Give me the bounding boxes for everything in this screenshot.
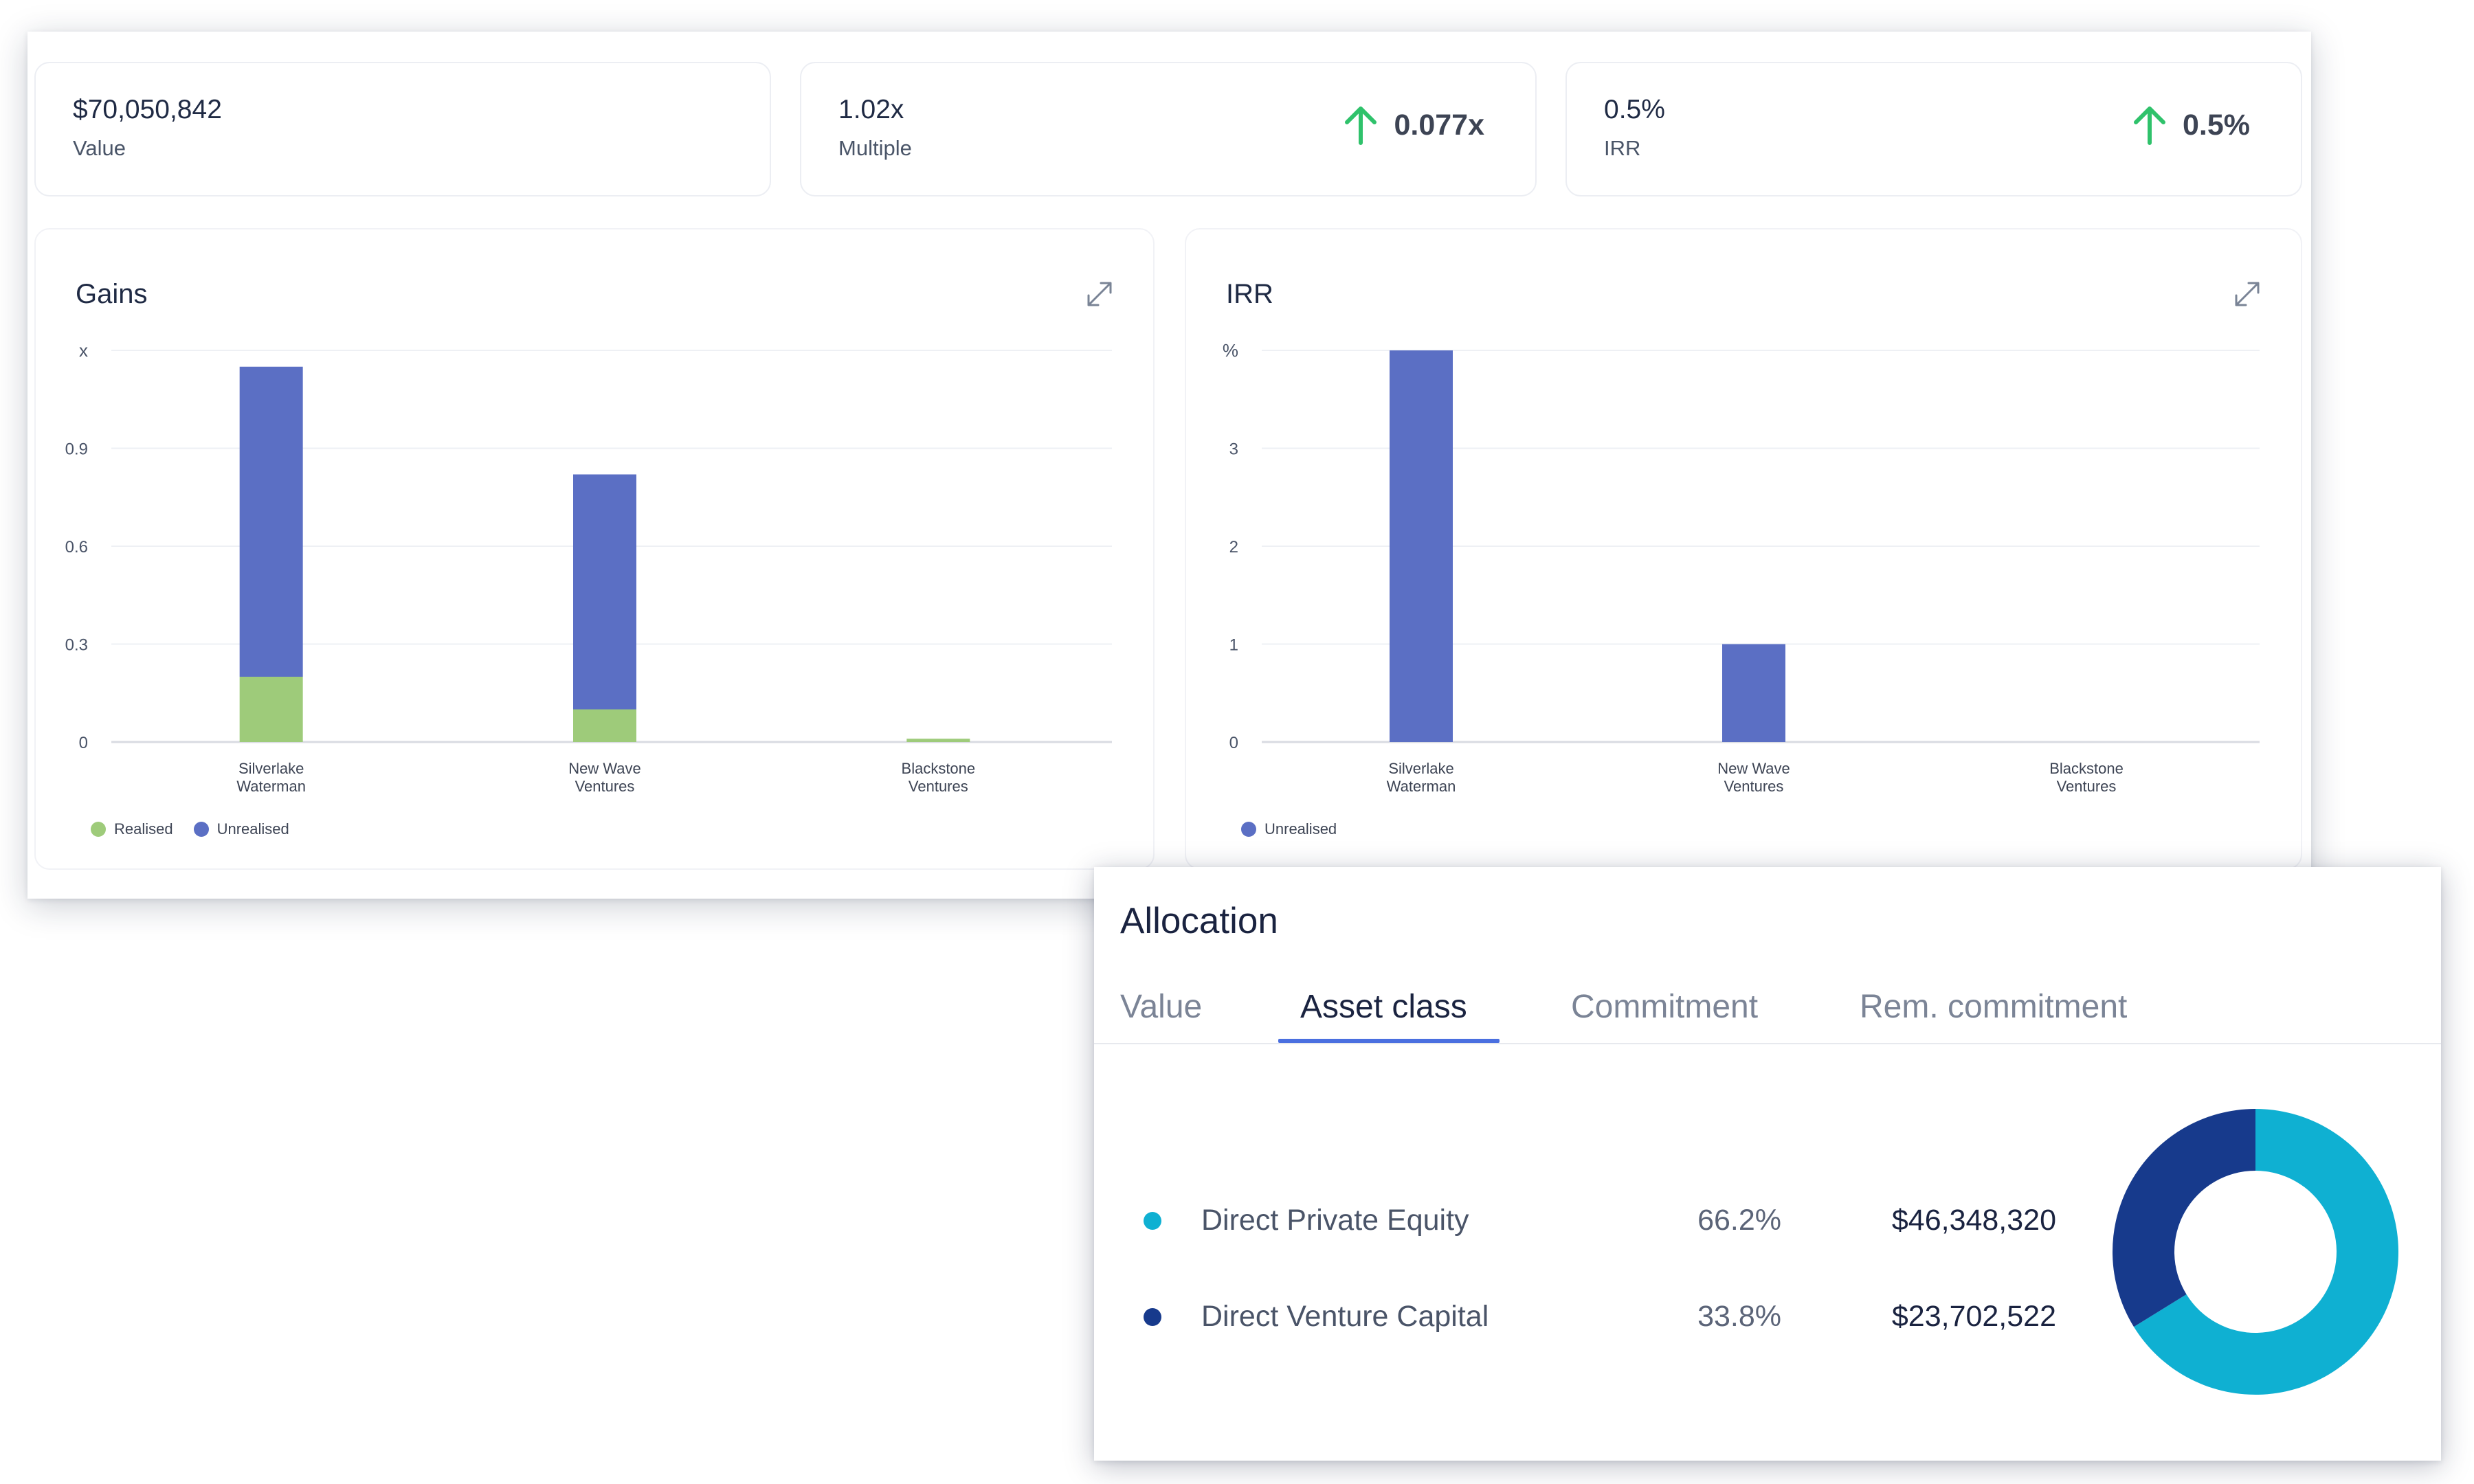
y-tick-label: 0.6 <box>65 538 88 556</box>
legend-item-unrealised[interactable]: Unrealised <box>193 820 289 838</box>
y-tick-label: 3 <box>1229 440 1238 459</box>
legend-item-realised[interactable]: Realised <box>91 820 173 838</box>
irr-chart: 0 1 2 3% Silverlake Waterman New Wave Ventures B… <box>1223 340 2260 795</box>
arrow-up-icon <box>1345 106 1377 145</box>
irr-legend: Unrealised <box>1241 820 1337 838</box>
legend-dot-unrealised <box>1241 822 1256 837</box>
kpi-label: Value <box>73 136 126 160</box>
kpi-value: 0.5% <box>1604 95 1665 124</box>
donut-slice-direct-private-equity <box>2133 1109 2398 1395</box>
legend-dot-direct-private-equity <box>1144 1212 1161 1230</box>
allocation-card: Allocation Value Asset class Commitment … <box>1094 867 2441 1461</box>
allocation-row-percent: 33.8% <box>1697 1300 1781 1333</box>
allocation-row-name: Direct Venture Capital <box>1201 1300 1489 1333</box>
allocation-row-amount: $46,348,320 <box>1891 1204 2056 1237</box>
y-tick-label: 0.9 <box>65 440 88 459</box>
legend-dot-realised <box>91 822 106 837</box>
gains-chart-title: Gains <box>76 279 148 309</box>
gains-chart: 0 0.3 0.6 0.9 x Silverlake Waterman New Wave Ven… <box>65 340 1112 795</box>
donut-slice-direct-venture-capital <box>2113 1109 2255 1327</box>
kpi-delta: 0.077x <box>1343 104 1484 146</box>
x-tick-label: Blackstone Ventures <box>902 760 976 795</box>
kpi-card-irr: 0.5% IRR 0.5% <box>1565 62 2302 196</box>
y-tick-label: 0 <box>1229 734 1238 752</box>
irr-chart-title: IRR <box>1226 279 1273 309</box>
y-tick-label: 0.3 <box>65 636 88 655</box>
bar-realised-silverlake-waterman <box>239 677 303 742</box>
kpi-value: $70,050,842 <box>73 95 222 124</box>
allocation-row-name: Direct Private Equity <box>1201 1204 1469 1237</box>
x-tick-label: Silverlake Waterman <box>236 760 306 795</box>
kpi-card-value: $70,050,842 Value <box>34 62 771 196</box>
arrow-up-icon <box>2133 106 2165 145</box>
kpi-label: Multiple <box>838 136 912 160</box>
tab-asset-class[interactable]: Asset class <box>1300 989 1467 1025</box>
allocation-row-direct-venture-capital: Direct Venture Capital 33.8% $23,702,522 <box>1094 1293 2056 1341</box>
irr-chart-card: 0 1 2 3% Silverlake Waterman New Wave Ventures B… <box>1185 228 2302 870</box>
kpi-delta: 0.5% <box>2132 104 2250 146</box>
tab-commitment[interactable]: Commitment <box>1571 989 1759 1025</box>
bar-unrealised-silverlake-waterman <box>239 366 303 677</box>
allocation-row-percent: 66.2% <box>1697 1204 1781 1237</box>
allocation-row-direct-private-equity: Direct Private Equity 66.2% $46,348,320 <box>1094 1197 2056 1245</box>
active-tab-indicator <box>1278 1039 1500 1043</box>
legend-dot-unrealised <box>193 822 209 837</box>
y-tick-label: 2 <box>1229 538 1238 556</box>
x-tick-label: Silverlake Waterman <box>1387 760 1456 795</box>
bar-realised-blackstone-ventures <box>906 739 970 742</box>
x-tick-label: New Wave Ventures <box>568 760 641 795</box>
y-tick-label: 0 <box>79 734 88 752</box>
gains-legend: Realised Unrealised <box>91 820 289 838</box>
kpi-delta-value: 0.077x <box>1394 108 1484 142</box>
bar-unrealised-new-wave-ventures <box>1722 644 1785 742</box>
legend-label: Unrealised <box>216 820 289 837</box>
x-tick-label: New Wave Ventures <box>1717 760 1790 795</box>
tab-rem-commitment[interactable]: Rem. commitment <box>1860 989 2128 1025</box>
kpi-value: 1.02x <box>838 95 904 124</box>
legend-dot-direct-venture-capital <box>1144 1308 1161 1326</box>
x-tick-label: Blackstone Ventures <box>2049 760 2124 795</box>
allocation-donut-chart <box>2113 1109 2398 1395</box>
y-tick-label: 1 <box>1229 636 1238 655</box>
kpi-delta-value: 0.5% <box>2182 108 2250 142</box>
legend-item-unrealised[interactable]: Unrealised <box>1241 820 1337 838</box>
y-axis-unit-label: x <box>79 340 88 361</box>
bar-realised-new-wave-ventures <box>573 709 636 742</box>
legend-label: Unrealised <box>1264 820 1337 837</box>
tab-value[interactable]: Value <box>1120 989 1203 1025</box>
y-axis-unit-label: % <box>1223 340 1238 361</box>
expand-icon[interactable] <box>2232 279 2262 309</box>
gains-chart-card: 0 0.3 0.6 0.9 x Silverlake Waterman New Wave Ven… <box>34 228 1155 870</box>
kpi-card-multiple: 1.02x Multiple 0.077x <box>800 62 1537 196</box>
allocation-title: Allocation <box>1120 901 1278 941</box>
portfolio-dashboard-panel: $70,050,842 Value 1.02x Multiple 0.077x … <box>27 32 2311 899</box>
allocation-tabs: Value Asset class Commitment Rem. commit… <box>1094 988 2441 1044</box>
legend-label: Realised <box>114 820 173 837</box>
allocation-row-amount: $23,702,522 <box>1891 1300 2056 1333</box>
expand-icon[interactable] <box>1084 279 1115 309</box>
kpi-label: IRR <box>1604 136 1641 160</box>
bar-unrealised-silverlake-waterman <box>1390 350 1453 742</box>
bar-unrealised-new-wave-ventures <box>573 474 636 710</box>
